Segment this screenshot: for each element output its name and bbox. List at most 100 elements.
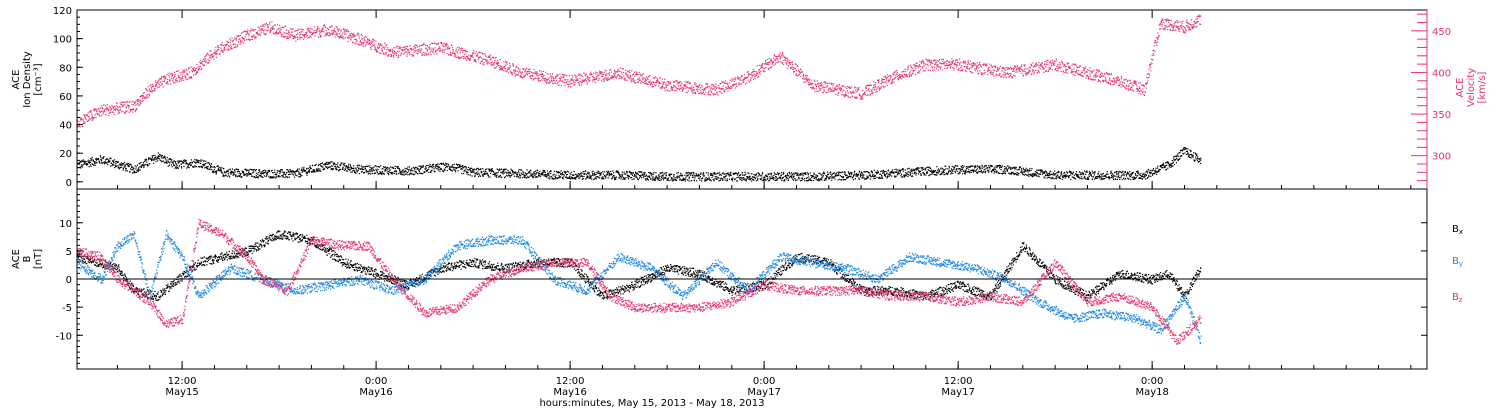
ion-density-point xyxy=(429,163,431,166)
ion-density-point xyxy=(424,166,427,168)
ion-density-point xyxy=(1008,166,1010,169)
ion-density-point xyxy=(990,165,993,167)
ion-density-point xyxy=(806,180,808,182)
velocity-point xyxy=(377,46,379,48)
ion-density-point xyxy=(404,167,406,169)
ion-density-point xyxy=(1025,170,1027,172)
ion-density-point xyxy=(174,161,177,163)
ion-density-point xyxy=(95,159,98,161)
ion-density-point xyxy=(626,170,628,173)
ion-density-point xyxy=(297,170,299,172)
ion-density-point xyxy=(837,179,839,181)
ion-density-point xyxy=(628,175,630,177)
ion-density-point xyxy=(655,172,657,174)
ion-density-point xyxy=(422,166,424,168)
ion-density-point xyxy=(954,172,957,174)
ion-density-point xyxy=(177,167,179,169)
ion-density-point xyxy=(384,166,386,168)
ion-density-point xyxy=(560,172,562,174)
velocity-point xyxy=(235,46,237,48)
ion-density-point xyxy=(664,172,666,174)
ion-density-point xyxy=(452,166,454,168)
ion-density-point xyxy=(1080,178,1082,180)
ion-density-point xyxy=(618,173,620,175)
ion-density-point xyxy=(752,179,754,181)
ion-density-point xyxy=(323,168,326,170)
ion-density-point xyxy=(583,173,585,175)
velocity-point xyxy=(385,54,387,56)
ion-density-point xyxy=(1086,177,1089,180)
ion-density-point xyxy=(1147,172,1149,174)
velocity-point xyxy=(146,95,148,97)
ion-density-point xyxy=(775,176,778,178)
ion-density-point xyxy=(214,166,216,168)
ion-density-point xyxy=(628,176,630,178)
ion-density-point xyxy=(1029,167,1031,170)
ion-density-point xyxy=(979,168,981,170)
ion-density-point xyxy=(321,165,323,167)
ion-density-point xyxy=(930,170,932,172)
velocity-point xyxy=(476,55,478,57)
velocity-point xyxy=(514,75,516,77)
ion-density-point xyxy=(1165,161,1168,163)
ion-density-point xyxy=(124,165,126,168)
velocity-point xyxy=(481,52,483,54)
ion-density-point xyxy=(1168,163,1170,165)
velocity-point xyxy=(180,74,182,76)
ion-density-point xyxy=(1088,175,1090,178)
velocity-point xyxy=(240,42,242,44)
ion-density-point xyxy=(950,170,952,172)
ion-density-point xyxy=(112,159,114,162)
ion-density-point xyxy=(221,167,223,169)
ion-density-point xyxy=(335,167,337,169)
ion-density-point xyxy=(480,172,482,174)
ion-density-point xyxy=(93,164,95,166)
ion-density-point xyxy=(692,176,694,178)
velocity-point xyxy=(381,48,383,50)
ion-density-point xyxy=(1097,173,1100,175)
ion-density-point xyxy=(473,171,475,173)
ion-density-point xyxy=(519,174,521,176)
ion-density-point xyxy=(756,180,758,182)
ion-density-point xyxy=(1195,153,1197,155)
ion-density-point xyxy=(1066,171,1068,173)
ion-density-point xyxy=(390,166,392,168)
ion-density-point xyxy=(604,171,606,173)
velocity-point xyxy=(279,30,281,32)
ion-density-point xyxy=(516,173,519,176)
ion-density-point xyxy=(219,169,221,171)
ion-density-point xyxy=(178,161,180,163)
ion-density-point xyxy=(224,172,226,174)
ion-density-point xyxy=(566,177,568,179)
ion-density-point xyxy=(283,171,285,173)
ion-density-point xyxy=(1098,174,1100,177)
ion-density-point xyxy=(163,155,165,157)
ion-density-point xyxy=(94,161,96,163)
ion-density-point xyxy=(442,162,445,164)
ion-density-point xyxy=(327,163,329,165)
velocity-point xyxy=(465,55,467,57)
velocity-point xyxy=(392,51,394,53)
velocity-point xyxy=(130,101,132,103)
ion-density-point xyxy=(104,162,106,164)
ion-density-point xyxy=(761,175,763,177)
ion-density-point xyxy=(719,172,721,174)
velocity-point xyxy=(513,70,515,72)
ion-density-point xyxy=(737,176,739,178)
ion-density-point xyxy=(1163,165,1165,167)
ion-density-point xyxy=(508,172,510,174)
ion-density-point xyxy=(886,176,889,178)
ion-density-point xyxy=(494,174,496,176)
ion-density-point xyxy=(135,168,137,170)
ion-density-point xyxy=(1110,172,1112,174)
ion-density-point xyxy=(868,171,870,173)
velocity-point xyxy=(119,106,121,108)
ion-density-point xyxy=(278,176,280,178)
ion-density-point xyxy=(146,163,148,165)
ion-density-point xyxy=(982,171,984,173)
ion-density-point xyxy=(1084,175,1086,177)
ion-density-point xyxy=(826,176,828,178)
ion-density-point xyxy=(368,172,370,174)
ion-density-point xyxy=(179,161,181,163)
ion-density-point xyxy=(825,177,827,179)
